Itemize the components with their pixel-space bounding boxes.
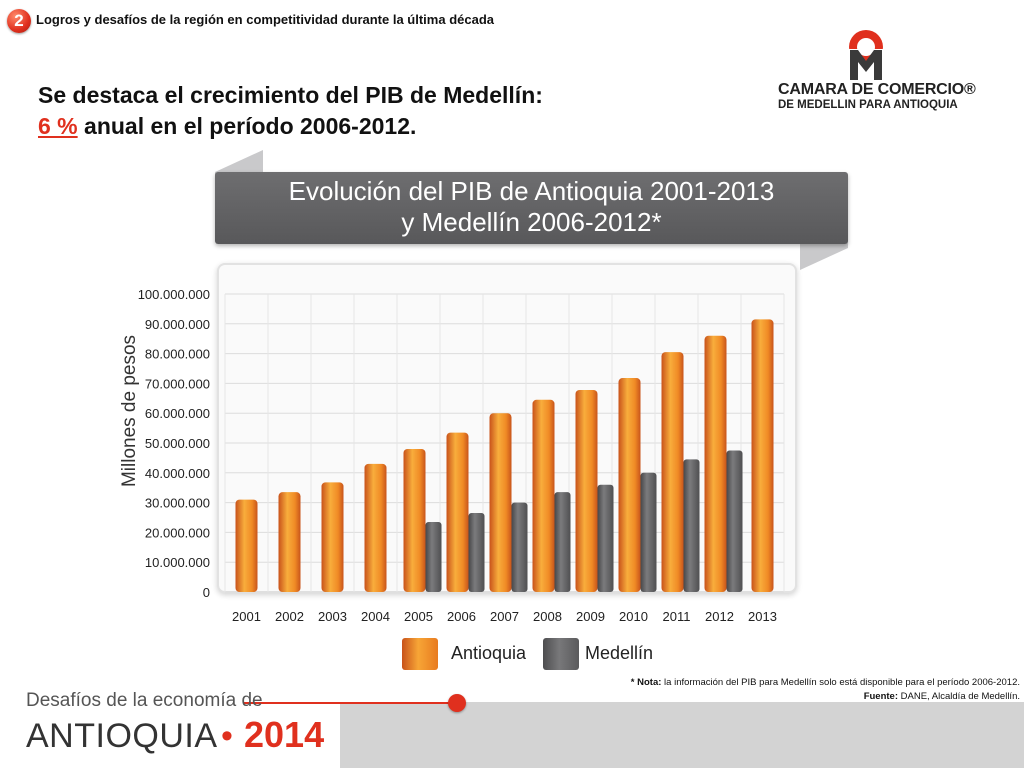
headline-line2-text: anual en el período 2006-2012. xyxy=(77,113,417,139)
bar-antioquia xyxy=(489,413,512,592)
headline-line2: 6 % anual en el período 2006-2012. xyxy=(38,111,543,142)
bar-medellin xyxy=(640,472,657,592)
footnote: * Nota: la información del PIB para Mede… xyxy=(631,676,1020,704)
bar-antioquia xyxy=(235,499,258,592)
x-tick-label: 2011 xyxy=(663,609,691,624)
footer-year: 2014 xyxy=(244,714,325,755)
x-tick-label: 2001 xyxy=(232,609,261,624)
y-tick-label: 10.000.000 xyxy=(145,555,210,570)
footer-brand: ANTIOQUIA xyxy=(26,717,218,755)
logo-text-line2: DE MEDELLIN PARA ANTIOQUIA xyxy=(778,99,958,111)
source-text: DANE, Alcaldía de Medellín. xyxy=(898,691,1020,702)
footer-divider-line xyxy=(243,702,455,704)
y-tick-label: 90.000.000 xyxy=(145,317,210,332)
y-tick-label: 80.000.000 xyxy=(145,347,210,362)
bar-antioquia xyxy=(751,319,774,592)
y-tick-label: 100.000.000 xyxy=(138,287,210,302)
legend-label-medellin: Medellín xyxy=(585,643,654,663)
source-line: Fuente: DANE, Alcaldía de Medellín. xyxy=(631,690,1020,704)
bar-antioquia xyxy=(618,378,641,592)
headline: Se destaca el crecimiento del PIB de Med… xyxy=(38,80,543,142)
chart-title-line2: y Medellín 2006-2012* xyxy=(401,207,662,237)
chart-title-line1: Evolución del PIB de Antioquia 2001-2013 xyxy=(288,176,775,206)
chamber-of-commerce-logo xyxy=(846,30,886,80)
bar-antioquia xyxy=(575,389,598,592)
y-tick-label: 70.000.000 xyxy=(145,376,210,391)
y-tick-label: 40.000.000 xyxy=(145,466,210,481)
bar-medellin xyxy=(597,484,614,592)
x-tick-label: 2005 xyxy=(404,609,433,624)
banner-fold-right xyxy=(800,240,848,270)
section-title: Logros y desafíos de la región en compet… xyxy=(36,12,494,27)
note-label: * Nota: xyxy=(630,677,662,688)
bar-medellin xyxy=(726,450,743,592)
x-tick-label: 2003 xyxy=(318,609,347,624)
bar-medellin xyxy=(683,459,700,592)
bar-medellin xyxy=(425,521,442,592)
x-tick-label: 2006 xyxy=(447,609,476,624)
bar-medellin xyxy=(468,513,485,592)
legend-label-antioquia: Antioquia xyxy=(451,643,527,663)
bar-antioquia xyxy=(532,399,555,592)
section-number-badge: 2 xyxy=(7,9,31,33)
bar-medellin xyxy=(554,492,571,592)
y-tick-label: 0 xyxy=(203,585,210,600)
chart-title-banner: Evolución del PIB de Antioquia 2001-2013… xyxy=(215,172,848,244)
source-label: Fuente: xyxy=(863,691,899,702)
y-tick-label: 30.000.000 xyxy=(145,496,210,511)
x-tick-label: 2002 xyxy=(275,609,304,624)
headline-line1: Se destaca el crecimiento del PIB de Med… xyxy=(38,82,543,108)
logo-text-line1: CAMARA DE COMERCIO® xyxy=(778,81,976,98)
x-tick-label: 2004 xyxy=(361,609,390,624)
x-tick-label: 2010 xyxy=(619,609,648,624)
bar-antioquia xyxy=(704,335,727,592)
bar-antioquia xyxy=(403,448,426,592)
footer-subtitle: Desafíos de la economía de xyxy=(26,690,263,711)
y-tick-label: 60.000.000 xyxy=(145,406,210,421)
note-line: * Nota: la información del PIB para Mede… xyxy=(631,676,1020,690)
logo-mark-icon xyxy=(846,30,886,80)
bar-antioquia xyxy=(446,432,469,592)
x-tick-label: 2007 xyxy=(490,609,519,624)
x-tick-label: 2013 xyxy=(748,609,777,624)
bar-antioquia xyxy=(661,352,684,592)
y-tick-label: 20.000.000 xyxy=(145,525,210,540)
x-tick-label: 2009 xyxy=(576,609,605,624)
x-tick-label: 2008 xyxy=(533,609,562,624)
footer-bar xyxy=(340,702,1024,768)
bar-antioquia xyxy=(321,482,344,592)
footer-bullet: • xyxy=(221,717,233,755)
headline-accent: 6 % xyxy=(38,113,78,139)
note-text: la información del PIB para Medellín sol… xyxy=(661,677,1020,688)
bar-antioquia xyxy=(278,492,301,592)
y-tick-label: 50.000.000 xyxy=(145,436,210,451)
legend-swatch-antioquia xyxy=(402,638,438,670)
legend-swatch-medellin xyxy=(543,638,579,670)
bar-medellin xyxy=(511,502,528,592)
bar-antioquia xyxy=(364,463,387,592)
footer-dot-icon xyxy=(448,694,466,712)
x-tick-label: 2012 xyxy=(705,609,734,624)
